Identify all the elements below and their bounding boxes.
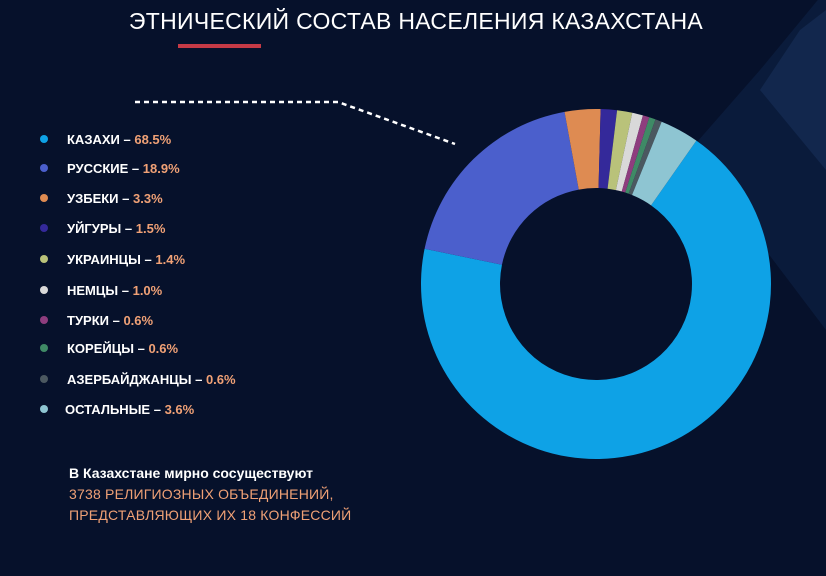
legend-dot-icon [40, 375, 48, 383]
legend-separator: – [121, 221, 136, 236]
legend-name: КАЗАХИ [67, 132, 120, 147]
religion-note: В Казахстане мирно сосуществуют 3738 РЕЛ… [69, 463, 351, 526]
legend-value: 18.9% [142, 161, 180, 176]
title-underline [178, 44, 261, 48]
legend-dot-icon [40, 286, 48, 294]
legend-dot-icon [40, 405, 48, 413]
legend-value: 68.5% [134, 132, 172, 147]
legend-value: 3.6% [164, 402, 195, 417]
donut-slice-6 [615, 112, 643, 192]
legend-text: ОСТАЛЬНЫЕ – 3.6% [65, 400, 194, 420]
donut-slice-7 [621, 115, 650, 193]
legend-dot-icon [40, 344, 48, 352]
legend-dot-icon [40, 224, 48, 232]
legend-text: УКРАИНЦЫ – 1.4% [67, 250, 185, 270]
donut-slice-2 [424, 111, 579, 265]
legend-dot-icon [40, 316, 48, 324]
legend-dot-icon [40, 255, 48, 263]
legend-separator: – [118, 191, 133, 206]
note-line-3: ПРЕДСТАВЛЯЮЩИХ ИХ 18 КОНФЕССИЙ [69, 507, 352, 523]
legend-value: 1.4% [155, 252, 186, 267]
donut-slice-3 [564, 108, 601, 190]
legend-separator: – [108, 313, 124, 328]
legend-separator: – [133, 341, 149, 356]
donut-slice-1 [421, 140, 771, 460]
donut-slice-9 [628, 119, 662, 196]
legend-name: РУССКИЕ [67, 161, 129, 176]
note-line-2: 3738 РЕЛИГИОЗНЫХ ОБЪЕДИНЕНИЙ, [69, 486, 334, 502]
donut-slice-10 [632, 121, 697, 206]
legend-value: 0.6% [148, 341, 179, 356]
legend-name: УЙГУРЫ [67, 221, 122, 236]
legend-name: КОРЕЙЦЫ [67, 341, 134, 356]
leader-line [135, 100, 456, 146]
legend-name: УКРАИНЦЫ [67, 252, 141, 267]
legend-value: 0.6% [123, 313, 154, 328]
legend-dot-icon [40, 135, 48, 143]
legend-name: АЗЕРБАЙДЖАНЦЫ [67, 372, 192, 387]
legend-name: ОСТАЛЬНЫЕ [65, 402, 151, 417]
legend-separator: – [191, 372, 206, 387]
legend-value: 1.5% [135, 221, 166, 236]
legend-separator: – [150, 402, 165, 417]
legend-value: 3.3% [133, 191, 163, 206]
legend-dot-icon [40, 194, 48, 202]
legend-separator: – [119, 132, 135, 147]
legend-text: УЗБЕКИ – 3.3% [67, 189, 163, 209]
legend-text: УЙГУРЫ – 1.5% [67, 219, 165, 239]
legend-separator: – [118, 283, 133, 298]
page-title: ЭТНИЧЕСКИЙ СОСТАВ НАСЕЛЕНИЯ КАЗАХСТАНА [128, 8, 704, 34]
legend-text: КОРЕЙЦЫ – 0.6% [67, 339, 178, 359]
note-line-1: В Казахстане мирно сосуществуют [69, 465, 313, 481]
legend-name: ТУРКИ [67, 313, 109, 328]
legend-value: 1.0% [132, 283, 163, 298]
legend-text: НЕМЦЫ – 1.0% [67, 281, 162, 301]
legend-name: НЕМЦЫ [67, 283, 119, 298]
legend-text: РУССКИЕ – 18.9% [67, 159, 180, 179]
legend-separator: – [128, 161, 143, 176]
legend-value: 0.6% [205, 372, 236, 387]
legend-dot-icon [40, 164, 48, 172]
legend-text: ТУРКИ – 0.6% [67, 311, 153, 331]
legend-name: УЗБЕКИ [67, 191, 119, 206]
legend-text: АЗЕРБАЙДЖАНЦЫ – 0.6% [67, 370, 236, 390]
donut-slice-8 [625, 117, 656, 194]
legend-text: КАЗАХИ – 68.5% [67, 130, 171, 150]
legend-separator: – [140, 252, 156, 267]
donut-slice-4 [598, 109, 618, 189]
donut-slice-5 [607, 110, 633, 191]
